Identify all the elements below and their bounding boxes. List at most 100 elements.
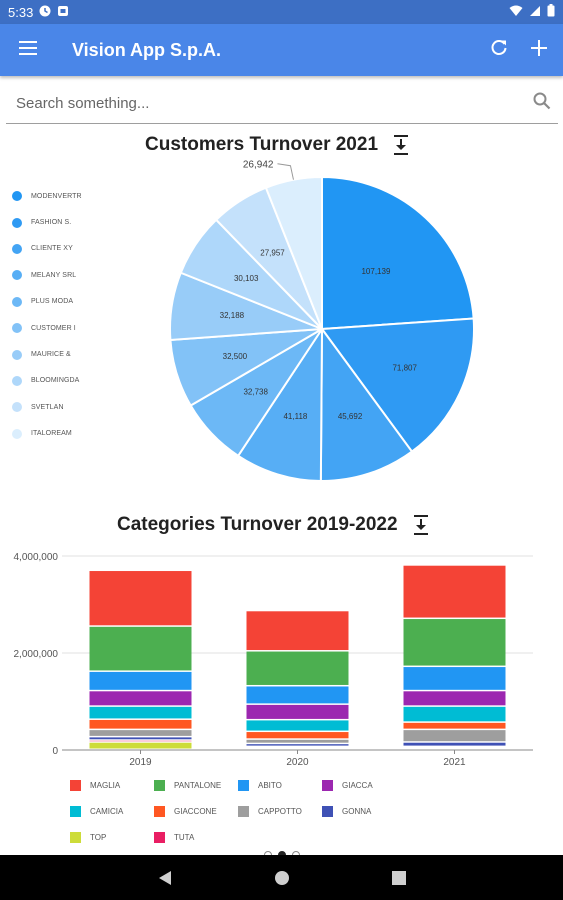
add-button[interactable] — [519, 30, 559, 70]
home-button[interactable] — [271, 867, 293, 889]
bar-segment[interactable] — [403, 742, 506, 746]
menu-icon — [19, 40, 37, 60]
bar-legend-item[interactable]: ABITO — [238, 772, 318, 798]
search-button[interactable] — [526, 88, 558, 120]
bar-download-button[interactable] — [412, 515, 430, 535]
bar-legend-swatch — [238, 805, 249, 817]
bar-y-tick-label: 4,000,000 — [14, 552, 59, 563]
pie-legend-item[interactable]: CUSTOMER I — [12, 315, 102, 341]
pie-legend-item[interactable]: PLUS MODA — [12, 289, 102, 315]
bar-segment[interactable] — [246, 739, 349, 743]
pie-legend-swatch — [12, 349, 22, 360]
bar-segment[interactable] — [403, 722, 506, 729]
bar-legend-item[interactable]: GIACCA — [322, 772, 402, 798]
bar-legend-label: MAGLIA — [90, 780, 121, 790]
bar-segment[interactable] — [246, 651, 349, 685]
bar-legend-label: GIACCA — [342, 780, 373, 790]
pie-legend-item[interactable]: MODENVERTR — [12, 183, 102, 209]
bar-legend-item[interactable]: TOP — [70, 824, 150, 850]
bar-segment[interactable] — [89, 691, 192, 706]
status-bar: 5:33 — [0, 0, 563, 24]
search-bar — [6, 84, 558, 124]
bar-segment[interactable] — [89, 626, 192, 671]
menu-button[interactable] — [8, 30, 48, 70]
bar-legend-item[interactable]: GONNA — [322, 798, 402, 824]
bar-segment[interactable] — [403, 730, 506, 742]
bar-x-tick-label: 2020 — [286, 757, 309, 768]
bar-legend-label: TUTA — [174, 832, 195, 842]
pie-legend-item[interactable]: ITALOREAM — [12, 421, 102, 447]
bar-legend-swatch — [70, 805, 81, 817]
pie-legend-item[interactable]: MELANY SRL — [12, 262, 102, 288]
pie-legend-swatch — [12, 428, 22, 439]
pie-legend-swatch — [12, 217, 22, 228]
sim-status-icon — [57, 5, 69, 20]
bar-segment[interactable] — [89, 737, 192, 740]
pie-legend-label: BLOOMINGDA — [31, 377, 80, 385]
pie-legend-label: MAURICE & — [31, 351, 71, 359]
pie-slice-label: 32,188 — [220, 311, 245, 320]
bar-legend-swatch — [322, 805, 333, 817]
bar-segment[interactable] — [89, 671, 192, 690]
bar-legend-item[interactable]: CAMICIA — [70, 798, 150, 824]
refresh-button[interactable] — [479, 30, 519, 70]
pie-legend-swatch — [12, 243, 22, 254]
bar-segment[interactable] — [246, 720, 349, 731]
bar-chart-title-text: Categories Turnover 2019-2022 — [117, 514, 398, 535]
bar-legend-label: GONNA — [342, 806, 372, 816]
pie-download-button[interactable] — [392, 135, 410, 155]
bar-segment[interactable] — [246, 744, 349, 746]
pie-legend-label: FASHION S. — [31, 219, 72, 227]
pie-legend-swatch — [12, 270, 22, 281]
bar-segment[interactable] — [89, 742, 192, 749]
bar-x-tick-label: 2021 — [443, 757, 466, 768]
bar-legend-item[interactable]: TUTA — [154, 824, 234, 850]
bar-segment[interactable] — [403, 706, 506, 722]
back-button[interactable] — [154, 867, 176, 889]
pie-slice-label: 32,738 — [243, 388, 268, 397]
bar-segment[interactable] — [403, 691, 506, 706]
pie-slice[interactable] — [320, 317, 475, 453]
refresh-icon — [490, 39, 508, 62]
pie-label-leader — [277, 163, 294, 180]
bar-segment[interactable] — [89, 571, 192, 626]
bar-legend-item[interactable]: MAGLIA — [70, 772, 150, 798]
bar-segment[interactable] — [89, 730, 192, 736]
search-input[interactable] — [6, 95, 526, 112]
pie-slice-label: 27,957 — [260, 248, 285, 257]
recents-icon — [391, 870, 406, 885]
bar-segment[interactable] — [89, 706, 192, 719]
pie-slice[interactable] — [321, 175, 475, 331]
pie-legend-item[interactable]: BLOOMINGDA — [12, 368, 102, 394]
bar-segment[interactable] — [246, 732, 349, 739]
pie-legend-label: SVETLAN — [31, 403, 64, 411]
pie-slice[interactable] — [236, 325, 324, 483]
bar-segment[interactable] — [246, 704, 349, 719]
bar-legend-swatch — [70, 831, 81, 843]
pie-slice[interactable] — [319, 325, 414, 482]
bar-legend-swatch — [70, 779, 81, 791]
recents-button[interactable] — [388, 867, 410, 889]
bar-legend-item[interactable]: GIACCONE — [154, 798, 234, 824]
app-bar: Vision App S.p.A. — [0, 24, 563, 76]
bar-x-tick-label: 2019 — [129, 757, 152, 768]
bar-segment[interactable] — [246, 611, 349, 651]
pie-legend-item[interactable]: CLIENTE XY — [12, 236, 102, 262]
bar-legend-item[interactable]: CAPPOTTO — [238, 798, 318, 824]
bar-legend-swatch — [238, 779, 249, 791]
bar-segment[interactable] — [246, 686, 349, 704]
bar-legend-item[interactable]: PANTALONE — [154, 772, 234, 798]
bar-legend-label: GIACCONE — [174, 806, 217, 816]
bar-segment[interactable] — [89, 719, 192, 729]
pie-slice-label: 30,103 — [234, 274, 259, 283]
plus-icon — [531, 39, 547, 61]
pie-legend-item[interactable]: FASHION S. — [12, 209, 102, 235]
pie-legend-item[interactable]: SVETLAN — [12, 394, 102, 420]
bar-segment[interactable] — [403, 667, 506, 690]
system-nav-bar — [0, 855, 563, 900]
bar-y-tick-label: 2,000,000 — [14, 649, 59, 660]
bar-segment[interactable] — [403, 565, 506, 618]
pie-legend-item[interactable]: MAURICE & — [12, 341, 102, 367]
pie-slice-label: 107,139 — [361, 267, 390, 276]
bar-segment[interactable] — [403, 619, 506, 666]
